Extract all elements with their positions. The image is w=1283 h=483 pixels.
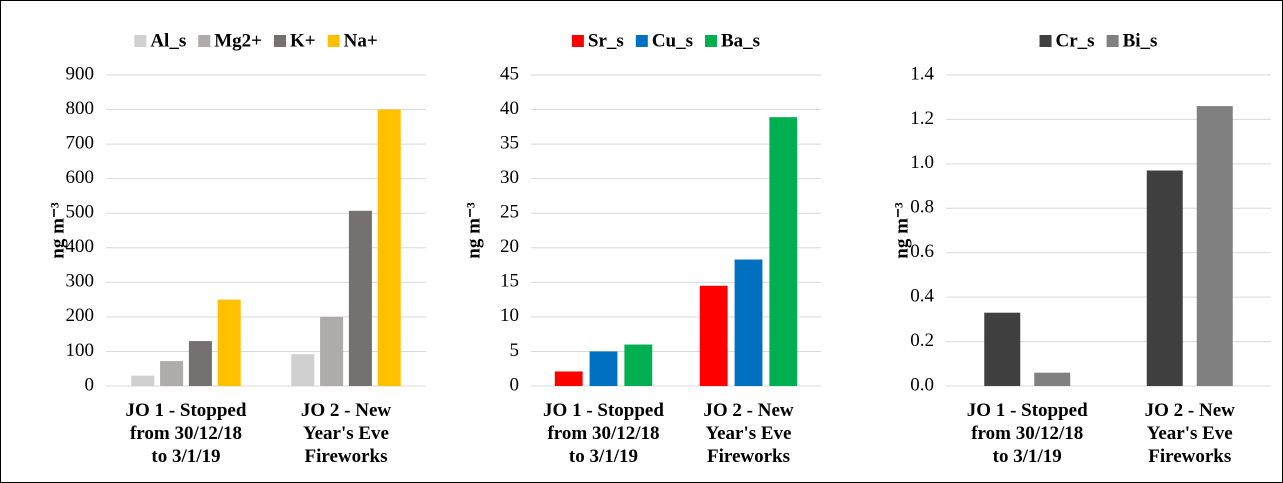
legend-swatch	[327, 35, 340, 47]
y-tick-label: 700	[66, 132, 95, 153]
y-tick-label: 500	[66, 202, 95, 223]
legend-swatch	[1106, 35, 1119, 47]
x-tick-label: JO 1 - Stopped from 30/12/18 to 3/1/19	[125, 400, 247, 467]
legend-label: Al_s	[150, 30, 186, 51]
y-axis-label: ng m⁻³	[47, 202, 68, 259]
y-tick-label: 600	[66, 167, 95, 188]
y-tick-label: 10	[500, 305, 519, 326]
legend-swatch	[571, 35, 584, 47]
x-tick-label: JO 1 - Stopped from 30/12/18 to 3/1/19	[543, 400, 664, 467]
legend-swatch	[1039, 35, 1052, 47]
bar	[217, 299, 241, 386]
bar	[1196, 106, 1233, 386]
bar	[554, 371, 583, 386]
y-tick-label: 5	[510, 340, 520, 361]
y-tick-label: 300	[66, 271, 95, 292]
bar	[1034, 372, 1071, 386]
y-tick-label: 25	[500, 202, 519, 223]
legend-swatch	[274, 35, 286, 47]
y-tick-label: 0.2	[910, 330, 934, 351]
legend-swatch	[635, 35, 648, 47]
y-tick-label: 0.6	[910, 241, 934, 262]
y-tick-label: 1.4	[910, 63, 934, 84]
bar	[734, 259, 763, 386]
y-tick-label: 400	[66, 236, 95, 257]
bar	[624, 344, 653, 386]
legend-swatch	[198, 35, 211, 47]
y-tick-label: 800	[66, 98, 95, 119]
legend-label: Sr_s	[588, 30, 624, 51]
y-axis-label: ng m⁻³	[891, 202, 912, 259]
y-tick-label: 1.0	[910, 152, 934, 173]
legend-label: Bi_s	[1123, 30, 1158, 51]
y-tick-label: 0	[85, 374, 95, 395]
x-tick-label: JO 1 - Stopped from 30/12/18 to 3/1/19	[966, 400, 1088, 467]
y-tick-label: 15	[500, 271, 519, 292]
legend-label: Ba_s	[721, 30, 760, 51]
bar	[984, 312, 1021, 386]
legend-label: Cu_s	[652, 30, 693, 51]
x-tick-label: JO 2 - New Year's Eve Fireworks	[1144, 400, 1235, 467]
y-tick-label: 0.8	[910, 197, 934, 218]
legend-swatch	[705, 35, 718, 47]
bar	[188, 341, 212, 386]
x-tick-label: JO 2 - New Year's Eve Fireworks	[703, 400, 794, 467]
y-tick-label: 30	[500, 167, 519, 188]
bar	[699, 285, 728, 386]
bar	[131, 375, 155, 386]
y-tick-label: 1.2	[910, 108, 934, 129]
y-tick-label: 0	[510, 374, 520, 395]
y-tick-label: 100	[66, 340, 95, 361]
y-axis-label: ng m⁻³	[463, 202, 484, 259]
y-tick-label: 900	[66, 63, 95, 84]
y-tick-label: 40	[500, 98, 519, 119]
bar	[1146, 170, 1183, 386]
bar	[320, 316, 344, 386]
bar	[291, 354, 315, 386]
legend-swatch	[134, 35, 147, 47]
x-tick-label: JO 2 - New Year's Eve Fireworks	[300, 400, 392, 467]
y-tick-label: 35	[500, 132, 519, 153]
y-tick-label: 20	[500, 236, 519, 257]
bar	[769, 117, 798, 386]
y-tick-label: 0.4	[910, 286, 934, 307]
y-tick-label: 45	[500, 63, 519, 84]
legend-label: Cr_s	[1056, 30, 1095, 51]
bar	[377, 109, 401, 387]
bar	[348, 210, 372, 386]
legend-label: Mg2+	[214, 30, 262, 51]
y-tick-label: 0.0	[910, 374, 934, 395]
legend-label: K+	[290, 30, 316, 51]
bar	[589, 351, 618, 386]
legend-label: Na+	[344, 30, 378, 51]
bar	[160, 361, 184, 386]
y-tick-label: 200	[66, 305, 95, 326]
